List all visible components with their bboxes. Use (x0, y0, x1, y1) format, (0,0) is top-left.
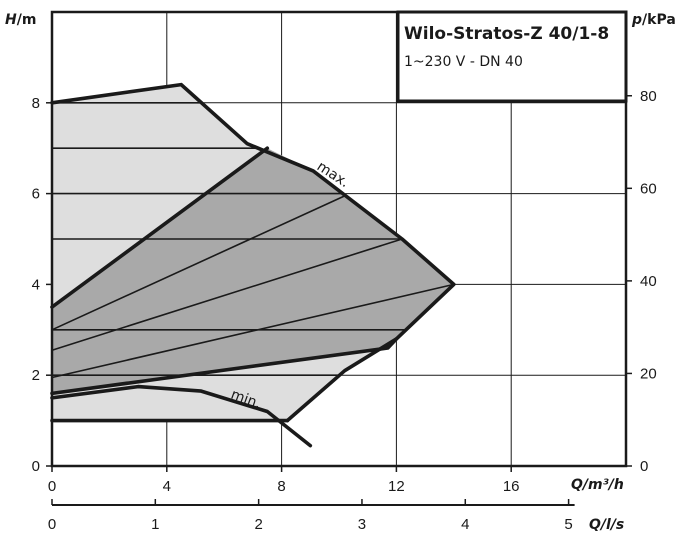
plot-frame (50, 10, 628, 468)
x-tick-label: 16 (503, 478, 520, 495)
x-tick-label: 0 (48, 478, 56, 495)
y-tick-label: 6 (32, 186, 40, 203)
p-label-main: p (631, 12, 642, 28)
ls-tick-label: 2 (254, 516, 262, 533)
x-tick-label: 4 (163, 478, 171, 495)
curve-control_lower (50, 337, 399, 396)
y-tick-label: 4 (32, 276, 40, 293)
ls-tick-label: 5 (564, 516, 572, 533)
curve-setting_2 (51, 238, 403, 352)
region-control_range (52, 148, 454, 394)
title-box (396, 10, 628, 103)
p-tick-label: 60 (640, 180, 657, 197)
p-tick-label: 80 (640, 88, 657, 105)
y-label-unit: /m (17, 12, 37, 28)
y-label-main: H (5, 12, 17, 28)
ls-tick-label: 3 (358, 516, 366, 533)
y-tick-label: 2 (32, 367, 40, 384)
x-tick-label: 8 (277, 478, 285, 495)
ls-tick-label: 0 (48, 516, 56, 533)
p-tick-label: 0 (640, 458, 648, 475)
curve-min (50, 384, 313, 448)
y-axis-label-right: p/kPa (631, 12, 676, 28)
y-tick-label: 0 (32, 458, 40, 475)
p-tick-label: 20 (640, 365, 657, 382)
x-tick-label: 12 (388, 478, 405, 495)
y-tick-label: 8 (32, 95, 40, 112)
p-tick-label: 40 (640, 273, 657, 290)
curves (50, 82, 456, 448)
x-axis-label-q: Q/m³/h (571, 477, 624, 493)
ls-tick-label: 1 (151, 516, 159, 533)
chart-title: Wilo-Stratos-Z 40/1-8 (404, 24, 609, 44)
curve-control_upper (50, 146, 270, 309)
ls-tick-label: 4 (461, 516, 469, 533)
plot-border (50, 10, 628, 468)
x-axis-label-ls: Q/l/s (589, 517, 624, 533)
curve-regions (52, 84, 454, 421)
curve-setting_3 (51, 195, 346, 331)
y-axis-label-left: H/m (5, 12, 36, 28)
chart-subtitle: 1~230 V - DN 40 (404, 54, 523, 70)
p-label-unit: /kPa (642, 12, 676, 28)
curve-setting_1 (51, 283, 455, 379)
